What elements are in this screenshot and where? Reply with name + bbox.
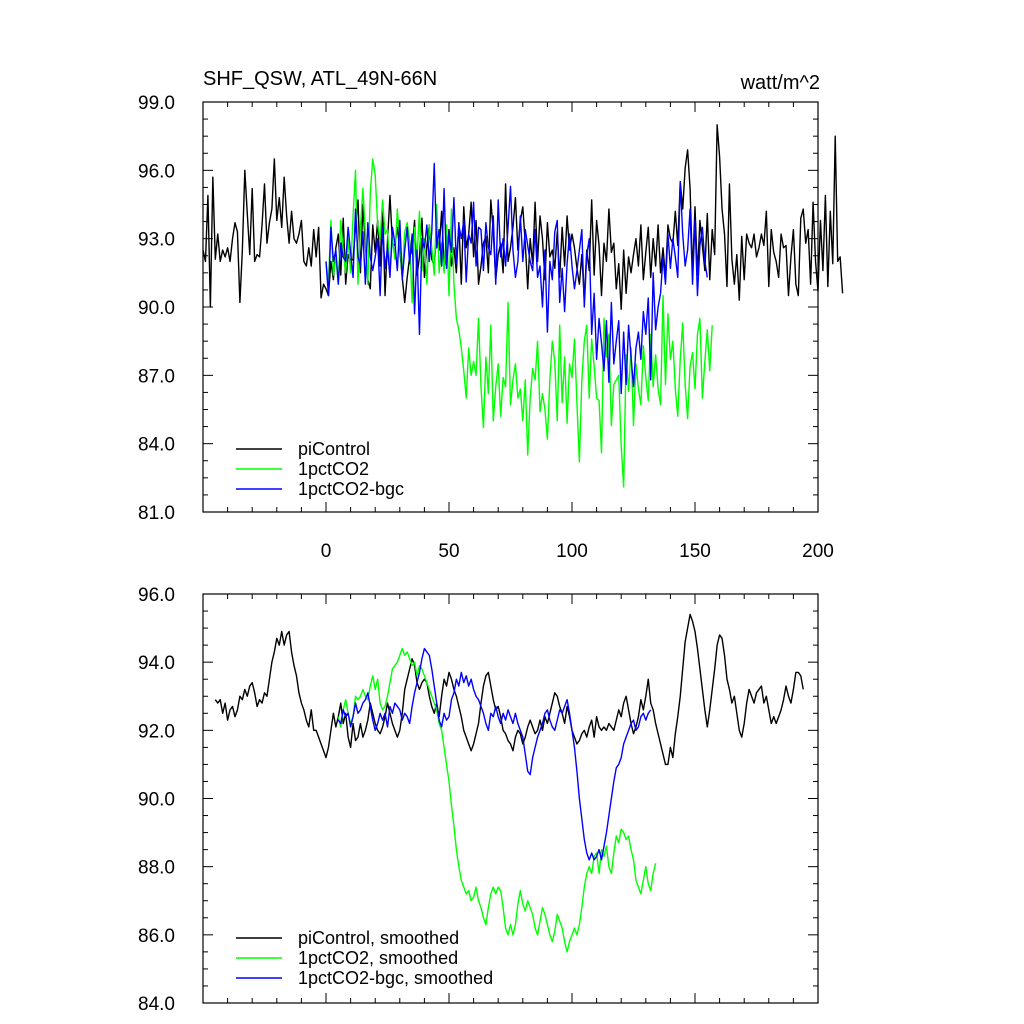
series-line-1pctco2-smoothed [337,647,657,953]
legend-label-1pctco2: 1pctCO2 [298,459,369,479]
top-panel: SHF_QSW, ATL_49N-66N watt/m^2 81.0 84.0 87… [138,68,844,562]
bottom-axis-ticks [203,593,819,1004]
legend-label-picontrol: piControl [298,439,370,459]
top-y-tick-labels: 81.0 84.0 87.0 90.0 93.0 96.0 99.0 [138,93,175,524]
y-tick-label: 92.0 [138,721,175,742]
y-tick-label: 90.0 [138,790,175,811]
legend-label-1pctco2-bgc: 1pctCO2-bgc [298,479,404,499]
y-tick-label: 87.0 [138,366,175,387]
top-series-lines [202,124,844,488]
units-label: watt/m^2 [740,72,820,94]
bottom-panel: 84.0 86.0 88.0 90.0 92.0 94.0 96.0 piControl, … [138,585,819,1015]
y-tick-label: 96.0 [138,585,175,606]
y-tick-label: 99.0 [138,93,175,114]
bottom-plot-frame [202,593,819,1004]
y-tick-label: 96.0 [138,161,175,182]
y-tick-label: 90.0 [138,298,175,319]
y-tick-label: 88.0 [138,858,175,879]
bottom-series-lines [214,613,804,953]
series-line-1pctco2-bgc-smoothed [337,647,652,861]
x-tick-label: 200 [802,541,834,562]
legend-label-1pctco2-bgc-smoothed: 1pctCO2-bgc, smoothed [298,968,493,988]
x-tick-label: 0 [321,541,332,562]
y-tick-label: 86.0 [138,926,175,947]
y-tick-label: 93.0 [138,230,175,251]
legend-label-picontrol-smoothed: piControl, smoothed [298,928,459,948]
series-line-1pctco2-bgc [325,162,708,395]
y-tick-label: 94.0 [138,653,175,674]
top-axis-ticks [203,101,819,513]
y-tick-label: 81.0 [138,503,175,524]
x-tick-label: 150 [679,541,711,562]
x-tick-label: 50 [438,541,459,562]
x-tick-label: 100 [556,541,588,562]
series-line-1pctco2 [325,158,713,488]
series-line-picontrol [202,124,844,310]
top-x-tick-labels: 0 50 100 150 200 [321,541,834,562]
series-line-picontrol-smoothed [214,613,804,766]
legend-label-1pctco2-smoothed: 1pctCO2, smoothed [298,948,458,968]
bottom-y-tick-labels: 84.0 86.0 88.0 90.0 92.0 94.0 96.0 [138,585,175,1015]
y-tick-label: 84.0 [138,994,175,1015]
y-tick-label: 84.0 [138,435,175,456]
top-plot-frame [202,101,819,513]
chart-title: SHF_QSW, ATL_49N-66N [203,68,437,90]
